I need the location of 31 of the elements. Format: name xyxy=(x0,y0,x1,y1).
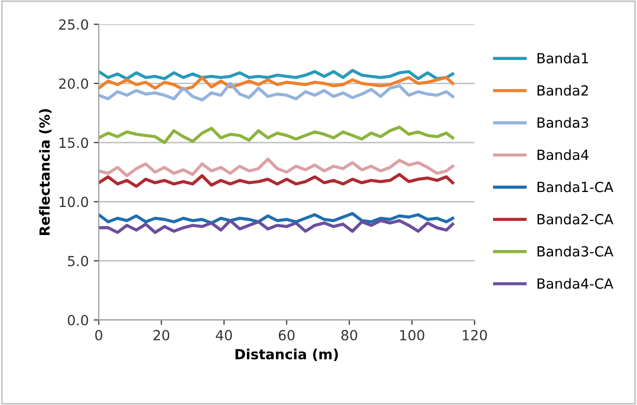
legend-label: Banda1 xyxy=(538,52,588,64)
x-tick-label: 80 xyxy=(341,330,358,340)
y-tick-label: 20.0 xyxy=(59,78,88,89)
line-series xyxy=(98,126,454,144)
line-series xyxy=(98,212,454,225)
x-tick-label: 40 xyxy=(216,330,232,340)
legend-label: Banda4 xyxy=(538,149,588,160)
x-tick-label: 100 xyxy=(400,330,424,340)
legend-label: Banda3-CA xyxy=(538,246,614,257)
y-tick-label: 15.0 xyxy=(60,138,88,148)
legend-label: Banda2-CA xyxy=(538,214,614,224)
legend-label: Banda4-CA xyxy=(538,278,614,289)
line-series xyxy=(98,172,454,188)
x-tick-label: 120 xyxy=(462,330,487,340)
y-tick-label: 25.0 xyxy=(59,19,88,30)
x-tick-label: 60 xyxy=(278,330,295,340)
line-series xyxy=(98,219,454,234)
x-tick-label: 20 xyxy=(154,330,170,340)
y-tick-label: 10.0 xyxy=(60,196,88,208)
y-tick-label: 0.0 xyxy=(68,314,88,326)
x-axis-title: Distancia (m) xyxy=(236,348,338,362)
line-series xyxy=(98,68,454,80)
legend-label: Banda2 xyxy=(538,84,588,96)
line-series xyxy=(98,76,454,91)
legend-label: Banda3 xyxy=(538,117,588,128)
x-tick-label: 0 xyxy=(95,330,102,340)
y-axis-title: Reflectancia (%) xyxy=(39,109,52,235)
y-tick-label: 5.0 xyxy=(68,256,88,266)
line-series xyxy=(98,82,454,102)
legend-label: Banda1-CA xyxy=(538,182,614,192)
line-series xyxy=(98,158,454,178)
